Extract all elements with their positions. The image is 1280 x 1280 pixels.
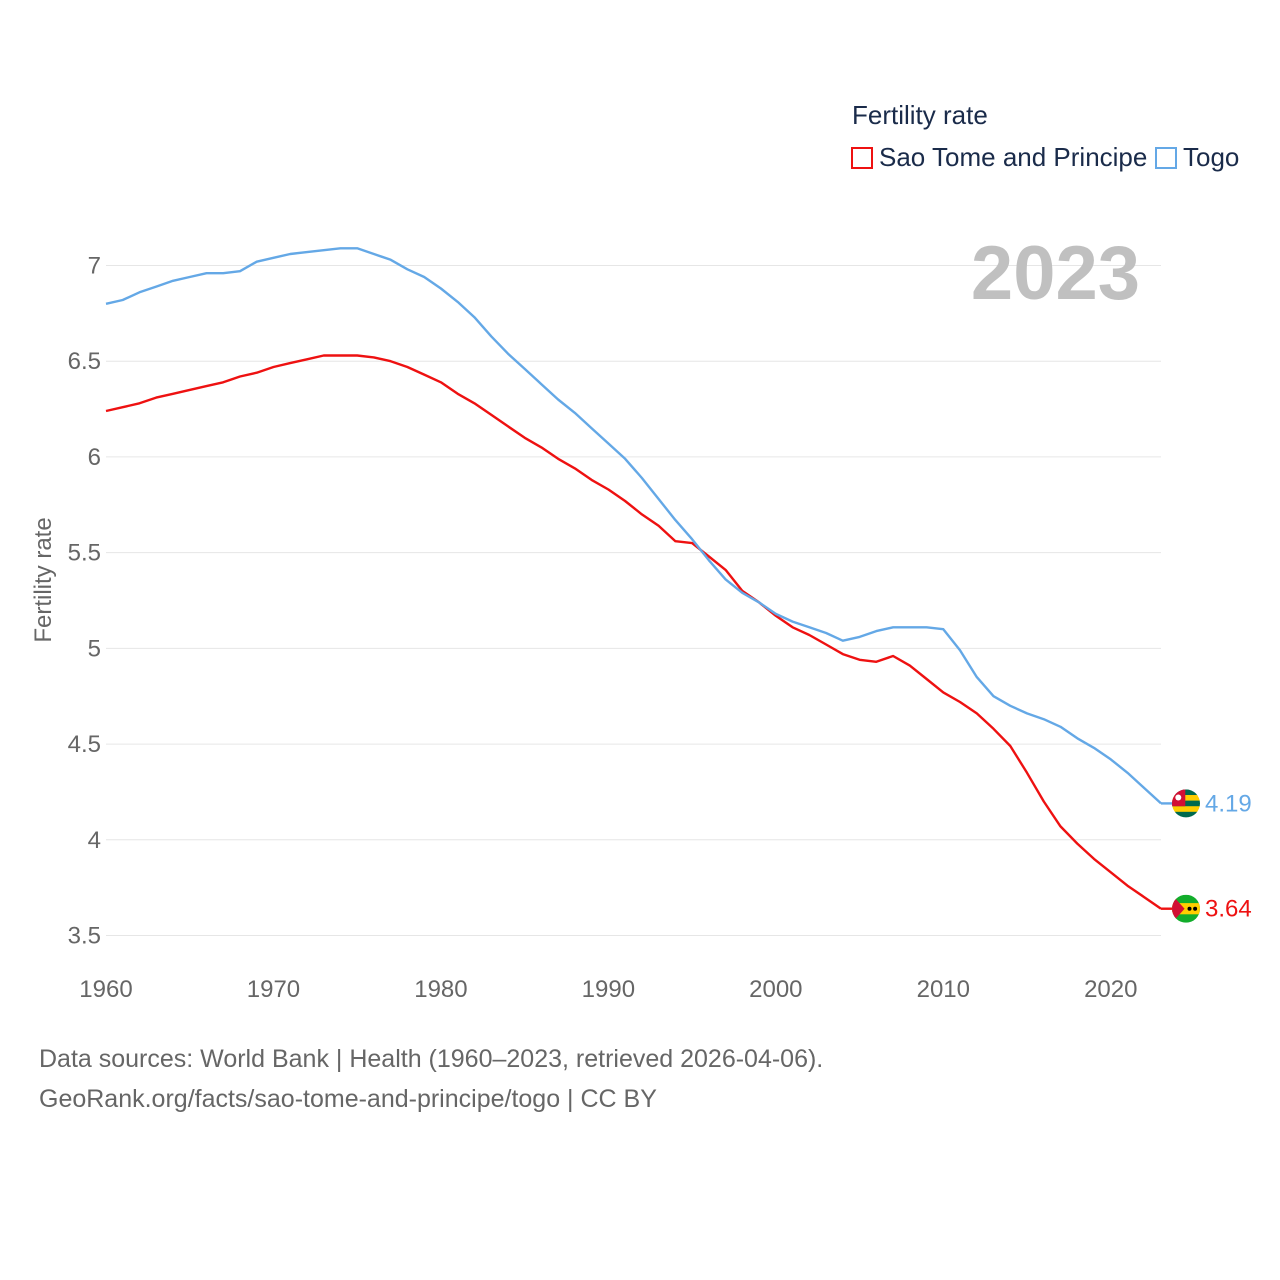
- x-tick-label: 1990: [582, 976, 635, 1003]
- legend-label-togo: Togo: [1183, 142, 1240, 172]
- x-tick-label: 2020: [1084, 976, 1137, 1003]
- y-tick-label: 6: [88, 444, 101, 471]
- y-tick-label: 4: [88, 827, 101, 854]
- end-markers: 3.64 4.19: [1161, 789, 1252, 923]
- flag-icon-togo: [1172, 789, 1200, 818]
- x-tick-label: 1980: [414, 976, 467, 1003]
- legend-item-togo[interactable]: Togo: [1155, 142, 1239, 173]
- x-tick-label: 1970: [247, 976, 300, 1003]
- y-tick-label: 5: [88, 635, 101, 662]
- y-axis-ticks: 3.5 4 4.5 5 5.5 6 6.5 7: [68, 253, 101, 950]
- footer-attribution[interactable]: GeoRank.org/facts/sao-tome-and-principe/…: [39, 1085, 657, 1113]
- end-value-label-togo: 4.19: [1205, 790, 1252, 817]
- x-tick-label: 2000: [749, 976, 802, 1003]
- x-tick-label: 1960: [79, 976, 132, 1003]
- y-tick-label: 3.5: [68, 923, 101, 950]
- series-lines: [105, 247, 1162, 910]
- y-tick-label: 7: [88, 253, 101, 280]
- end-value-label-sao-tome-and-principe: 3.64: [1205, 896, 1252, 923]
- legend-title: Fertility rate: [852, 100, 988, 130]
- grid-lines: [106, 265, 1161, 936]
- year-watermark: 2023: [971, 231, 1140, 316]
- x-tick-label: 2010: [917, 976, 970, 1003]
- series-line-togo[interactable]: [105, 247, 1162, 805]
- legend-swatch-togo: [1155, 146, 1177, 169]
- legend-swatch-sao-tome: [851, 146, 873, 169]
- x-axis-ticks: 1960 1970 1980 1990 2000 2010 2020: [79, 976, 1137, 1003]
- y-tick-label: 4.5: [68, 731, 101, 758]
- y-tick-label: 6.5: [68, 348, 101, 375]
- y-axis-label: Fertility rate: [30, 517, 57, 642]
- series-line-sao-tome-and-principe[interactable]: [105, 354, 1162, 910]
- footer-sources: Data sources: World Bank | Health (1960–…: [39, 1045, 824, 1073]
- flag-icon-sao-tome-and-principe: [1172, 894, 1200, 923]
- y-tick-label: 5.5: [68, 540, 101, 567]
- legend-item-sao-tome[interactable]: Sao Tome and Principe: [851, 142, 1147, 173]
- legend-label-sao-tome: Sao Tome and Principe: [879, 142, 1148, 172]
